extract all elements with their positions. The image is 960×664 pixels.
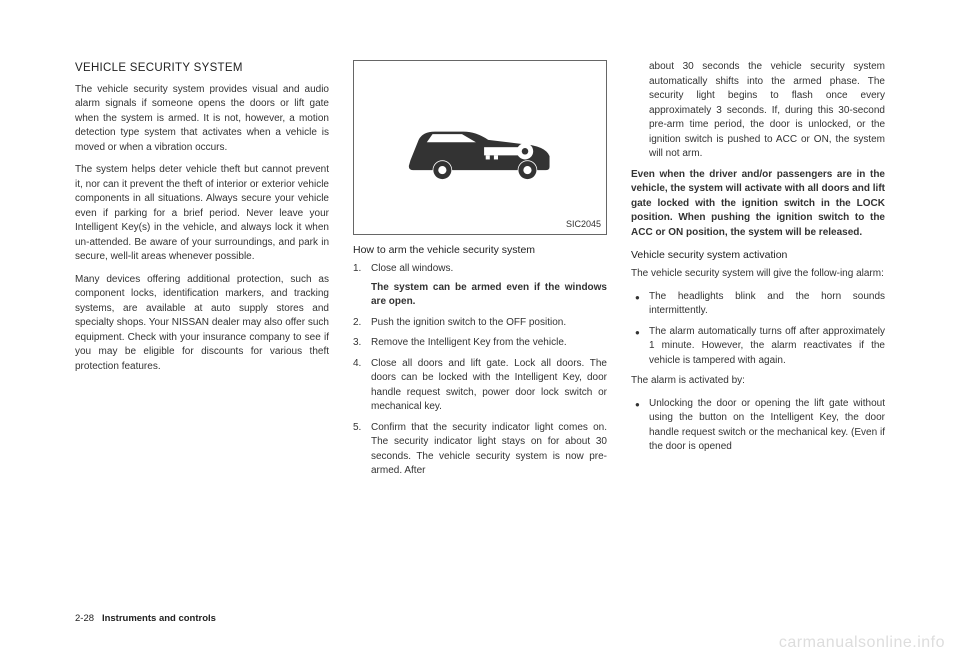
list-item: 1. Close all windows. The system can be …	[371, 262, 607, 310]
list-number: 1.	[353, 262, 361, 277]
security-figure: SIC2045	[353, 60, 607, 235]
paragraph: The vehicle security system will give th…	[631, 267, 885, 282]
list-item-cont: about 30 seconds the vehicle security sy…	[649, 60, 885, 162]
list-text: Remove the Intelligent Key from the vehi…	[371, 337, 567, 348]
page-number: 2-28	[75, 613, 94, 624]
column-3: about 30 seconds the vehicle security sy…	[631, 60, 885, 580]
list-text: Close all doors and lift gate. Lock all …	[371, 358, 607, 413]
list-number: 3.	[353, 336, 361, 351]
list-number: 4.	[353, 357, 361, 372]
bullet-icon: ●	[635, 399, 640, 411]
column-2: SIC2045 How to arm the vehicle security …	[353, 60, 607, 580]
list-text: Confirm that the security indicator ligh…	[371, 422, 607, 477]
section-name: Instruments and controls	[102, 613, 216, 624]
bullet-list: ● Unlocking the door or opening the lift…	[631, 397, 885, 455]
figure-label: SIC2045	[566, 218, 601, 231]
list-item: 4. Close all doors and lift gate. Lock a…	[371, 357, 607, 415]
section-heading: VEHICLE SECURITY SYSTEM	[75, 60, 329, 77]
list-subtext: The system can be armed even if the wind…	[371, 281, 607, 310]
page-footer: 2-28 Instruments and controls	[75, 613, 216, 624]
list-item: 5. Confirm that the security indicator l…	[371, 421, 607, 479]
list-item: 3. Remove the Intelligent Key from the v…	[371, 336, 607, 351]
ordered-list: 1. Close all windows. The system can be …	[353, 262, 607, 479]
list-text: The headlights blink and the horn sounds…	[649, 291, 885, 317]
bold-paragraph: Even when the driver and/or passengers a…	[631, 168, 885, 241]
bullet-icon: ●	[635, 292, 640, 304]
paragraph: The alarm is activated by:	[631, 374, 885, 389]
watermark: carmanualsonline.info	[779, 634, 945, 652]
list-item: 2. Push the ignition switch to the OFF p…	[371, 316, 607, 331]
bullet-icon: ●	[635, 327, 640, 339]
bullet-list: ● The headlights blink and the horn soun…	[631, 290, 885, 369]
list-text: Push the ignition switch to the OFF posi…	[371, 317, 566, 328]
page-container: VEHICLE SECURITY SYSTEM The vehicle secu…	[0, 0, 960, 664]
list-item: ● The headlights blink and the horn soun…	[649, 290, 885, 319]
paragraph: Many devices offering additional protect…	[75, 273, 329, 375]
subsection-heading: Vehicle security system activation	[631, 248, 885, 263]
list-text: about 30 seconds the vehicle security sy…	[649, 61, 885, 159]
continuation-list: about 30 seconds the vehicle security sy…	[631, 60, 885, 162]
text-columns: VEHICLE SECURITY SYSTEM The vehicle secu…	[75, 60, 885, 580]
list-number: 2.	[353, 316, 361, 331]
paragraph: The vehicle security system provides vis…	[75, 83, 329, 156]
car-key-icon	[395, 103, 565, 193]
list-item: ● The alarm automatically turns off afte…	[649, 325, 885, 369]
list-text: The alarm automatically turns off after …	[649, 326, 885, 366]
paragraph: The system helps deter vehicle theft but…	[75, 163, 329, 265]
list-text: Unlocking the door or opening the lift g…	[649, 398, 885, 453]
list-number: 5.	[353, 421, 361, 436]
list-text: Close all windows.	[371, 263, 453, 274]
column-1: VEHICLE SECURITY SYSTEM The vehicle secu…	[75, 60, 329, 580]
subsection-heading: How to arm the vehicle security system	[353, 243, 607, 258]
list-item: ● Unlocking the door or opening the lift…	[649, 397, 885, 455]
